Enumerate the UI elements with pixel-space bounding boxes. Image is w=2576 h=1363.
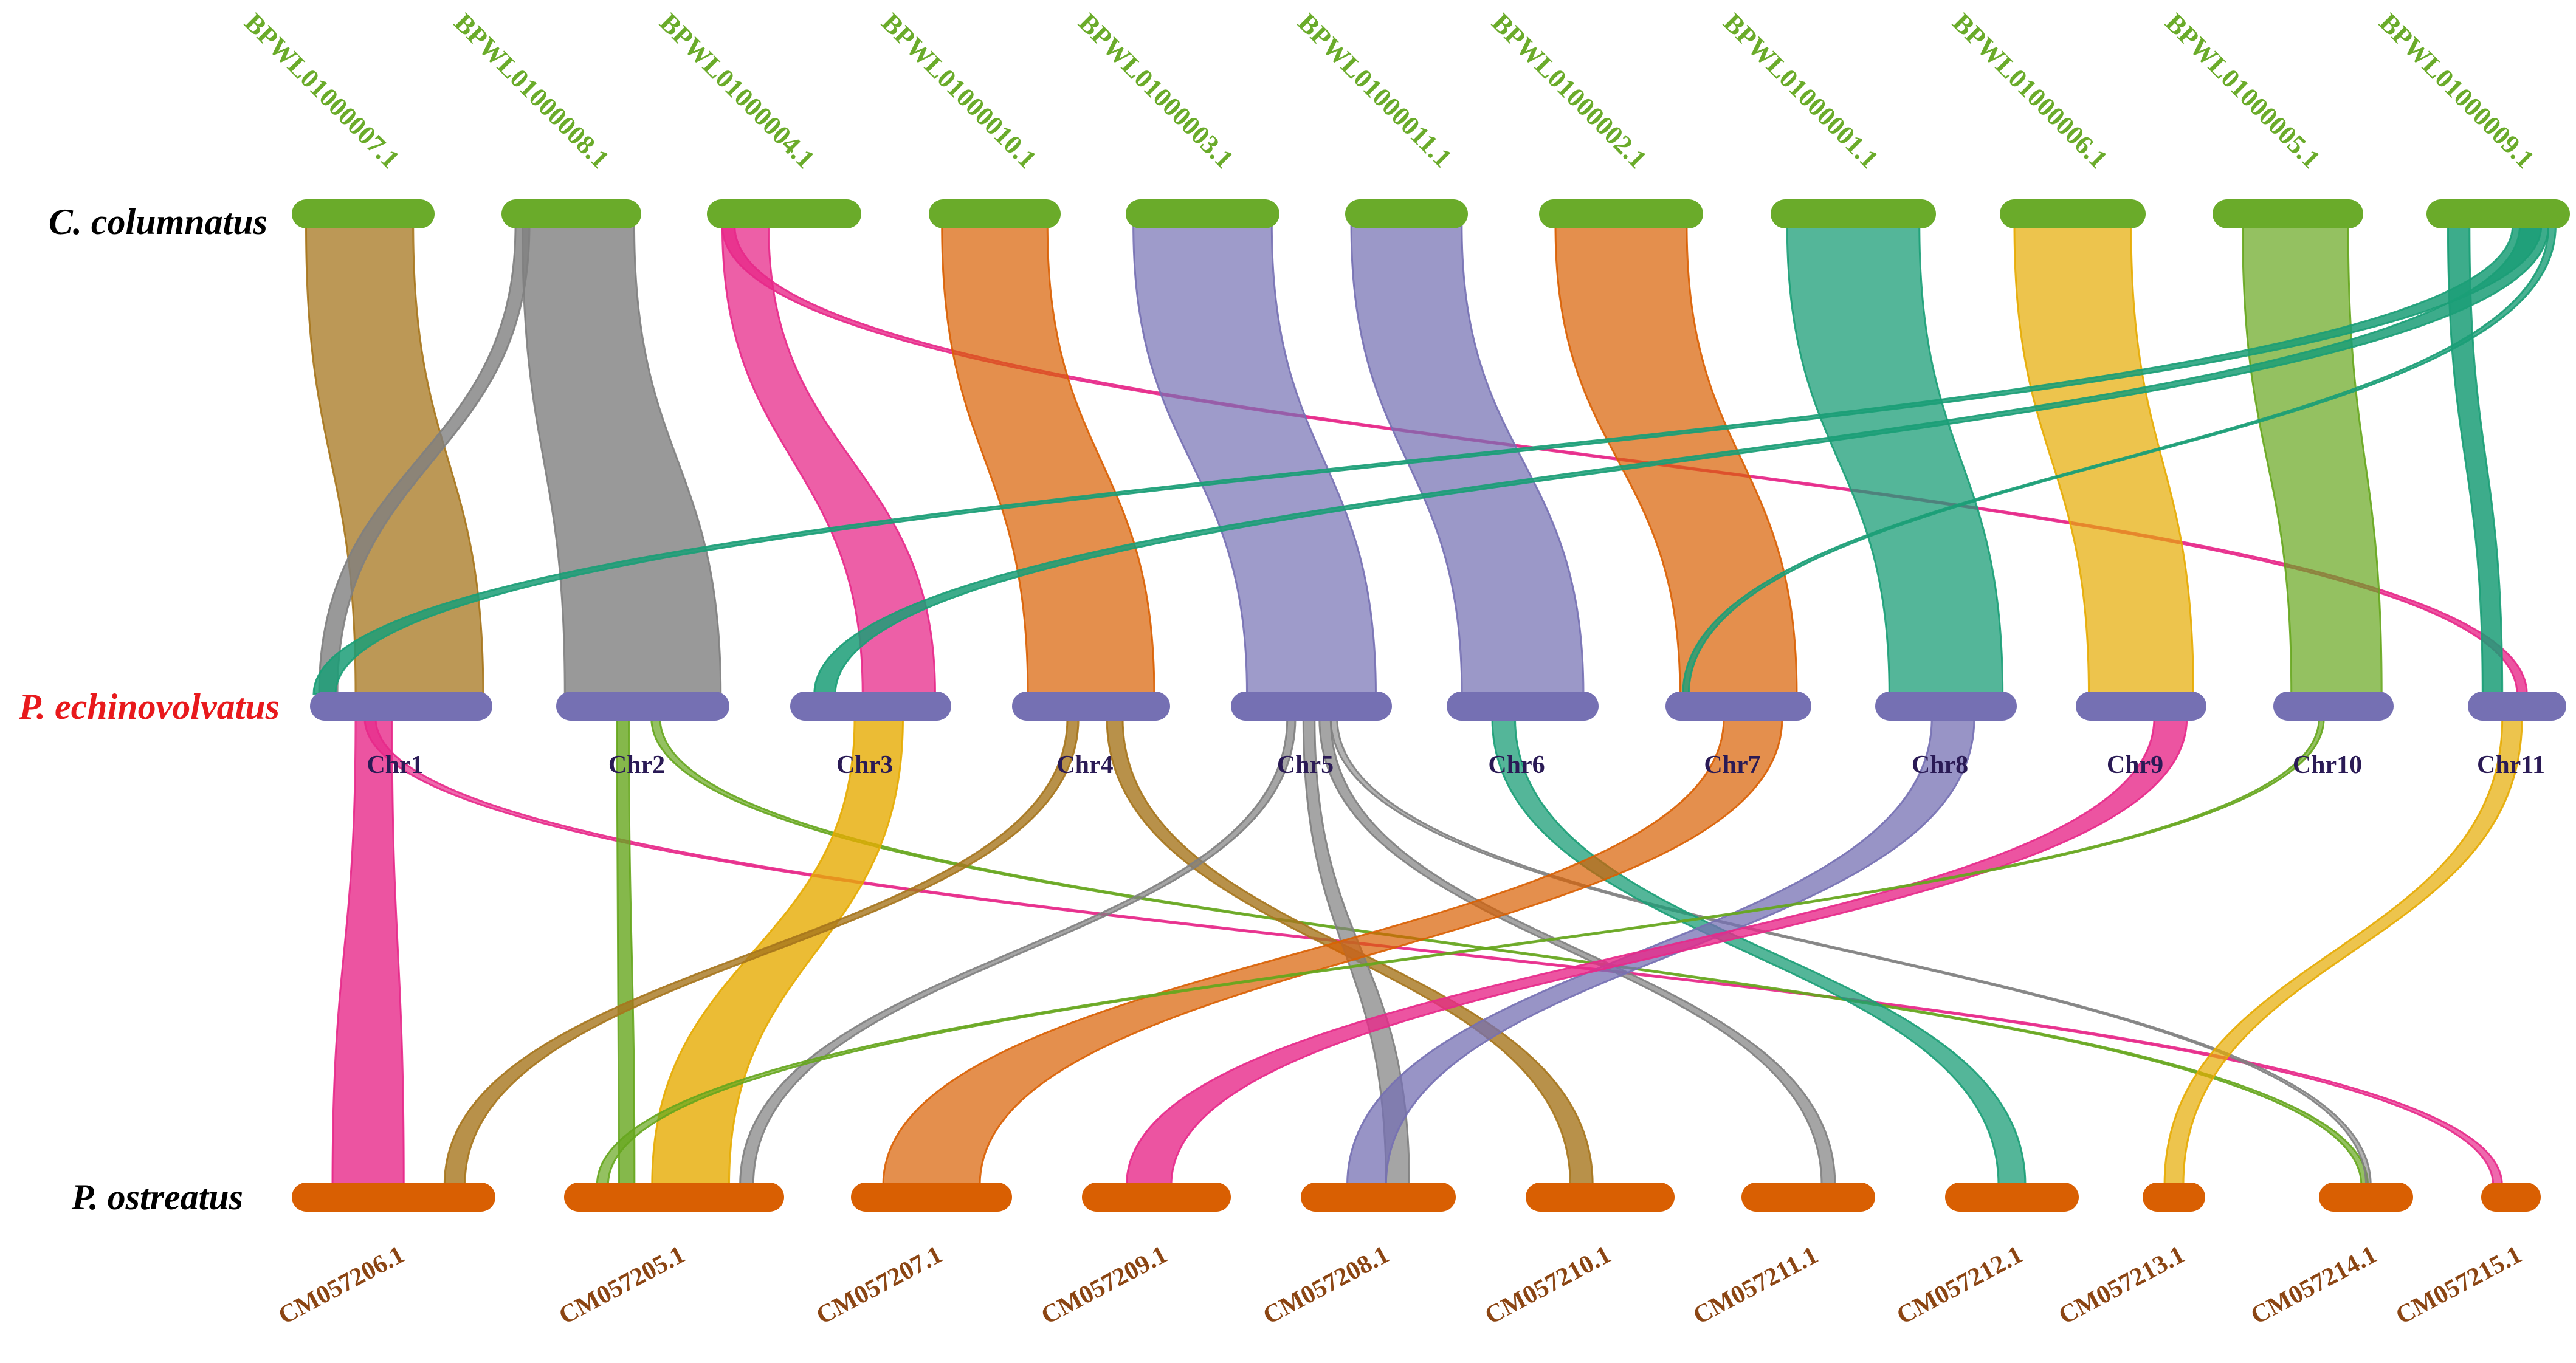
top-chromosome-BPWL01000007.1[interactable] bbox=[292, 199, 435, 228]
species-label-middle: P. echinovolvatus bbox=[18, 687, 280, 727]
species-label-top: C. columnatus bbox=[49, 202, 267, 242]
top-chrom-label: BPWL01000008.1 bbox=[449, 7, 615, 174]
top-chromosome-BPWL01000005.1[interactable] bbox=[2213, 199, 2363, 228]
bottom-chromosome-CM057211.1[interactable] bbox=[1741, 1183, 1875, 1212]
bottom-chromosome-CM057210.1[interactable] bbox=[1526, 1183, 1675, 1212]
middle-chromosome-Chr9[interactable] bbox=[2076, 692, 2206, 721]
bottom-chromosome-CM057205.1[interactable] bbox=[564, 1183, 784, 1212]
link-mid-bot bbox=[616, 717, 636, 1186]
link-top-mid bbox=[721, 225, 937, 695]
bottom-chrom-label: CM057208.1 bbox=[1259, 1240, 1394, 1330]
links-layer bbox=[305, 225, 2557, 1186]
top-chromosome-BPWL01000003.1[interactable] bbox=[1126, 199, 1279, 228]
middle-chromosome-Chr7[interactable] bbox=[1665, 692, 1811, 721]
top-chrom-label: BPWL01000006.1 bbox=[1947, 7, 2113, 174]
middle-chrom-label: Chr3 bbox=[836, 751, 893, 779]
middle-chromosome-Chr8[interactable] bbox=[1875, 692, 2017, 721]
top-chrom-label: BPWL01000009.1 bbox=[2374, 7, 2540, 174]
link-top-mid bbox=[2013, 225, 2195, 695]
bottom-chrom-label: CM057213.1 bbox=[2054, 1240, 2189, 1330]
link-mid-bot bbox=[739, 717, 1297, 1186]
bottom-chrom-label: CM057210.1 bbox=[1481, 1240, 1616, 1330]
bottom-chromosome-CM057212.1[interactable] bbox=[1945, 1183, 2079, 1212]
top-chromosome-BPWL01000002.1[interactable] bbox=[1539, 199, 1703, 228]
middle-chrom-label: Chr10 bbox=[2293, 751, 2362, 779]
bottom-chrom-label: CM057207.1 bbox=[812, 1240, 947, 1330]
middle-chrom-label: Chr5 bbox=[1277, 751, 1334, 779]
link-mid-bot bbox=[1125, 717, 2188, 1186]
bottom-chrom-label: CM057206.1 bbox=[274, 1240, 409, 1330]
top-chrom-label: BPWL01000003.1 bbox=[1073, 7, 1239, 174]
middle-chromosome-Chr4[interactable] bbox=[1012, 692, 1170, 721]
middle-chrom-label: Chr9 bbox=[2107, 751, 2163, 779]
middle-chrom-label: Chr2 bbox=[608, 751, 665, 779]
link-top-mid bbox=[521, 225, 722, 695]
top-chrom-label: BPWL01000001.1 bbox=[1718, 7, 1884, 174]
top-chromosome-BPWL01000001.1[interactable] bbox=[1771, 199, 1936, 228]
bottom-chrom-label: CM057205.1 bbox=[554, 1240, 689, 1330]
bottom-chrom-label: CM057211.1 bbox=[1689, 1241, 1822, 1330]
link-top-mid bbox=[941, 225, 1155, 695]
middle-chromosome-Chr2[interactable] bbox=[556, 692, 729, 721]
middle-chromosome-Chr6[interactable] bbox=[1447, 692, 1599, 721]
bottom-chromosome-CM057213.1[interactable] bbox=[2143, 1183, 2205, 1212]
bottom-chromosome-CM057209.1[interactable] bbox=[1082, 1183, 1231, 1212]
bottom-chromosome-CM057208.1[interactable] bbox=[1301, 1183, 1456, 1212]
link-top-mid bbox=[1132, 225, 1377, 695]
top-chrom-label: BPWL01000005.1 bbox=[2160, 7, 2326, 174]
top-chromosome-BPWL01000009.1[interactable] bbox=[2426, 199, 2570, 228]
middle-chromosome-Chr3[interactable] bbox=[790, 692, 951, 721]
middle-chromosome-Chr5[interactable] bbox=[1231, 692, 1392, 721]
middle-chromosome-Chr10[interactable] bbox=[2273, 692, 2394, 721]
link-mid-bot bbox=[1329, 717, 2372, 1186]
species-label-bottom: P. ostreatus bbox=[71, 1177, 243, 1217]
top-chrom-label: BPWL01000004.1 bbox=[654, 7, 821, 174]
top-chromosome-BPWL01000011.1[interactable] bbox=[1345, 199, 1468, 228]
middle-chrom-label: Chr7 bbox=[1704, 751, 1760, 779]
top-chromosome-BPWL01000004.1[interactable] bbox=[707, 199, 861, 228]
bottom-chrom-label: CM057212.1 bbox=[1892, 1240, 2027, 1330]
middle-chromosome-Chr11[interactable] bbox=[2468, 692, 2566, 721]
bottom-chrom-label: CM057215.1 bbox=[2391, 1240, 2526, 1330]
top-chromosome-BPWL01000010.1[interactable] bbox=[929, 199, 1061, 228]
bottom-chromosome-CM057214.1[interactable] bbox=[2319, 1183, 2413, 1212]
link-mid-bot bbox=[331, 717, 405, 1186]
middle-chrom-label: Chr8 bbox=[1912, 751, 1968, 779]
middle-chromosome-Chr1[interactable] bbox=[310, 692, 492, 721]
top-chromosome-BPWL01000008.1[interactable] bbox=[501, 199, 641, 228]
middle-chrom-label: Chr4 bbox=[1056, 751, 1113, 779]
link-top-mid bbox=[2242, 225, 2383, 695]
bottom-chromosome-CM057215.1[interactable] bbox=[2481, 1183, 2541, 1212]
bottom-chromosome-CM057207.1[interactable] bbox=[851, 1183, 1012, 1212]
top-chrom-label: BPWL01000011.1 bbox=[1292, 7, 1458, 173]
bottom-chrom-label: CM057209.1 bbox=[1037, 1240, 1172, 1330]
middle-chrom-label: Chr11 bbox=[2477, 751, 2545, 779]
bottom-chrom-label: CM057214.1 bbox=[2247, 1240, 2381, 1330]
link-mid-bot bbox=[651, 717, 904, 1186]
top-chrom-label: BPWL01000002.1 bbox=[1486, 7, 1653, 174]
link-mid-bot bbox=[2163, 717, 2523, 1186]
link-top-mid bbox=[1786, 225, 2004, 695]
link-top-mid bbox=[1350, 225, 1585, 695]
top-chrom-label: BPWL01000007.1 bbox=[239, 7, 405, 174]
chromosome-layer bbox=[292, 199, 2570, 1212]
bottom-chromosome-CM057206.1[interactable] bbox=[292, 1183, 495, 1212]
top-chromosome-BPWL01000006.1[interactable] bbox=[2000, 199, 2146, 228]
middle-chrom-label: Chr6 bbox=[1488, 751, 1545, 779]
top-chrom-label: BPWL01000010.1 bbox=[876, 7, 1042, 174]
middle-chrom-label: Chr1 bbox=[367, 751, 423, 779]
